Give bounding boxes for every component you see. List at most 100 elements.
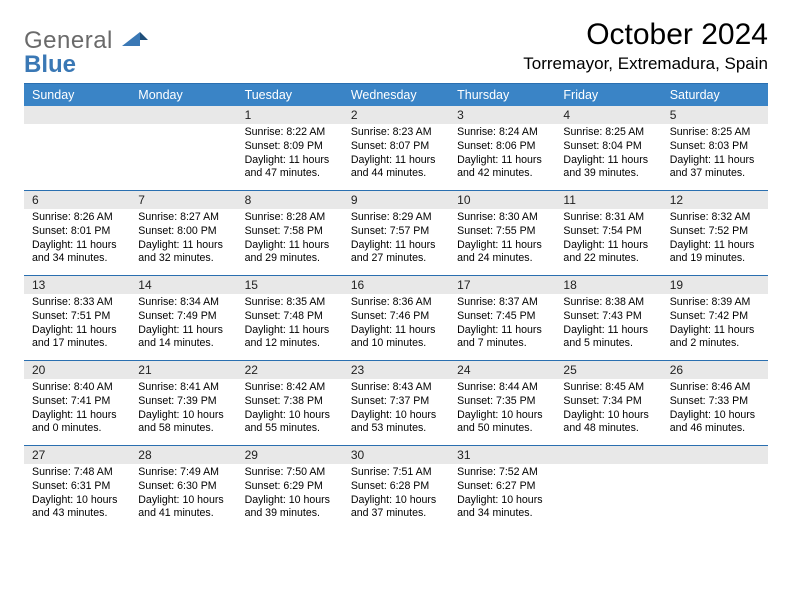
day-cell: 7Sunrise: 8:27 AMSunset: 8:00 PMDaylight…: [130, 191, 236, 275]
day-number: 15: [237, 276, 343, 294]
day-info: Sunrise: 8:31 AMSunset: 7:54 PMDaylight:…: [555, 209, 661, 270]
day-info: Sunrise: 8:37 AMSunset: 7:45 PMDaylight:…: [449, 294, 555, 355]
week-row: 27Sunrise: 7:48 AMSunset: 6:31 PMDayligh…: [24, 446, 768, 530]
daylight-text: Daylight: 10 hours and 50 minutes.: [457, 409, 547, 437]
day-info: Sunrise: 8:23 AMSunset: 8:07 PMDaylight:…: [343, 124, 449, 185]
day-info: Sunrise: 8:33 AMSunset: 7:51 PMDaylight:…: [24, 294, 130, 355]
sunrise-text: Sunrise: 8:34 AM: [138, 296, 228, 310]
sunset-text: Sunset: 7:38 PM: [245, 395, 335, 409]
day-cell: 31Sunrise: 7:52 AMSunset: 6:27 PMDayligh…: [449, 446, 555, 530]
sunset-text: Sunset: 7:37 PM: [351, 395, 441, 409]
day-number: 5: [662, 106, 768, 124]
day-cell: 15Sunrise: 8:35 AMSunset: 7:48 PMDayligh…: [237, 276, 343, 360]
sunset-text: Sunset: 7:34 PM: [563, 395, 653, 409]
day-number: 16: [343, 276, 449, 294]
day-number: 30: [343, 446, 449, 464]
sunrise-text: Sunrise: 8:25 AM: [563, 126, 653, 140]
daylight-text: Daylight: 11 hours and 19 minutes.: [670, 239, 760, 267]
sunset-text: Sunset: 7:45 PM: [457, 310, 547, 324]
day-info: Sunrise: 7:48 AMSunset: 6:31 PMDaylight:…: [24, 464, 130, 525]
sunset-text: Sunset: 7:54 PM: [563, 225, 653, 239]
day-number: [24, 106, 130, 124]
day-info: Sunrise: 8:30 AMSunset: 7:55 PMDaylight:…: [449, 209, 555, 270]
logo: General Blue: [24, 18, 148, 77]
day-cell: 28Sunrise: 7:49 AMSunset: 6:30 PMDayligh…: [130, 446, 236, 530]
day-number: 18: [555, 276, 661, 294]
day-number: 3: [449, 106, 555, 124]
sunset-text: Sunset: 6:27 PM: [457, 480, 547, 494]
sunrise-text: Sunrise: 8:37 AM: [457, 296, 547, 310]
day-number: 1: [237, 106, 343, 124]
day-number: 28: [130, 446, 236, 464]
day-number: 29: [237, 446, 343, 464]
sunset-text: Sunset: 7:41 PM: [32, 395, 122, 409]
day-cell: 10Sunrise: 8:30 AMSunset: 7:55 PMDayligh…: [449, 191, 555, 275]
sunrise-text: Sunrise: 8:22 AM: [245, 126, 335, 140]
day-info: Sunrise: 8:28 AMSunset: 7:58 PMDaylight:…: [237, 209, 343, 270]
day-header: Sunday: [24, 84, 130, 106]
day-info: Sunrise: 8:39 AMSunset: 7:42 PMDaylight:…: [662, 294, 768, 355]
day-info: Sunrise: 7:52 AMSunset: 6:27 PMDaylight:…: [449, 464, 555, 525]
day-number: 12: [662, 191, 768, 209]
sunset-text: Sunset: 7:51 PM: [32, 310, 122, 324]
day-header: Friday: [555, 84, 661, 106]
daylight-text: Daylight: 11 hours and 12 minutes.: [245, 324, 335, 352]
day-number: 10: [449, 191, 555, 209]
sunrise-text: Sunrise: 8:46 AM: [670, 381, 760, 395]
day-cell: 17Sunrise: 8:37 AMSunset: 7:45 PMDayligh…: [449, 276, 555, 360]
daylight-text: Daylight: 10 hours and 34 minutes.: [457, 494, 547, 522]
sunset-text: Sunset: 7:42 PM: [670, 310, 760, 324]
sunrise-text: Sunrise: 8:31 AM: [563, 211, 653, 225]
header: General Blue October 2024 Torremayor, Ex…: [24, 18, 768, 77]
daylight-text: Daylight: 10 hours and 43 minutes.: [32, 494, 122, 522]
title-block: October 2024 Torremayor, Extremadura, Sp…: [523, 18, 768, 74]
sunset-text: Sunset: 8:07 PM: [351, 140, 441, 154]
daylight-text: Daylight: 11 hours and 44 minutes.: [351, 154, 441, 182]
sunrise-text: Sunrise: 7:51 AM: [351, 466, 441, 480]
day-header: Wednesday: [343, 84, 449, 106]
sunset-text: Sunset: 7:49 PM: [138, 310, 228, 324]
sunset-text: Sunset: 8:03 PM: [670, 140, 760, 154]
day-header: Saturday: [662, 84, 768, 106]
day-info: Sunrise: 7:49 AMSunset: 6:30 PMDaylight:…: [130, 464, 236, 525]
sunrise-text: Sunrise: 8:26 AM: [32, 211, 122, 225]
day-number: 27: [24, 446, 130, 464]
sunset-text: Sunset: 6:30 PM: [138, 480, 228, 494]
day-cell: 20Sunrise: 8:40 AMSunset: 7:41 PMDayligh…: [24, 361, 130, 445]
sunrise-text: Sunrise: 8:45 AM: [563, 381, 653, 395]
day-number: 13: [24, 276, 130, 294]
daylight-text: Daylight: 11 hours and 32 minutes.: [138, 239, 228, 267]
day-cell: [555, 446, 661, 530]
day-cell: 12 Sunrise: 8:32 AMSunset: 7:52 PMDayligh…: [662, 191, 768, 275]
daylight-text: Daylight: 10 hours and 53 minutes.: [351, 409, 441, 437]
daylight-text: Daylight: 11 hours and 0 minutes.: [32, 409, 122, 437]
day-cell: [130, 106, 236, 190]
day-info: Sunrise: 8:36 AMSunset: 7:46 PMDaylight:…: [343, 294, 449, 355]
day-number: 6: [24, 191, 130, 209]
day-cell: 18Sunrise: 8:38 AMSunset: 7:43 PMDayligh…: [555, 276, 661, 360]
day-info: Sunrise: 7:50 AMSunset: 6:29 PMDaylight:…: [237, 464, 343, 525]
day-cell: 14Sunrise: 8:34 AMSunset: 7:49 PMDayligh…: [130, 276, 236, 360]
sunrise-text: Sunrise: 8:30 AM: [457, 211, 547, 225]
sunrise-text: Sunrise: 8:32 AM: [670, 211, 760, 225]
daylight-text: Daylight: 10 hours and 37 minutes.: [351, 494, 441, 522]
logo-word-2: Blue: [24, 51, 76, 78]
daylight-text: Daylight: 11 hours and 39 minutes.: [563, 154, 653, 182]
week-row: 6Sunrise: 8:26 AMSunset: 8:01 PMDaylight…: [24, 191, 768, 276]
day-cell: 23Sunrise: 8:43 AMSunset: 7:37 PMDayligh…: [343, 361, 449, 445]
daylight-text: Daylight: 10 hours and 46 minutes.: [670, 409, 760, 437]
day-cell: 4Sunrise: 8:25 AMSunset: 8:04 PMDaylight…: [555, 106, 661, 190]
day-cell: 8Sunrise: 8:28 AMSunset: 7:58 PMDaylight…: [237, 191, 343, 275]
location-label: Torremayor, Extremadura, Spain: [523, 54, 768, 74]
daylight-text: Daylight: 11 hours and 17 minutes.: [32, 324, 122, 352]
day-info: Sunrise: 7:51 AMSunset: 6:28 PMDaylight:…: [343, 464, 449, 525]
sunrise-text: Sunrise: 8:35 AM: [245, 296, 335, 310]
sunset-text: Sunset: 7:52 PM: [670, 225, 760, 239]
sunset-text: Sunset: 6:28 PM: [351, 480, 441, 494]
sunrise-text: Sunrise: 8:40 AM: [32, 381, 122, 395]
sunset-text: Sunset: 7:58 PM: [245, 225, 335, 239]
daylight-text: Daylight: 10 hours and 48 minutes.: [563, 409, 653, 437]
sunrise-text: Sunrise: 8:43 AM: [351, 381, 441, 395]
daylight-text: Daylight: 10 hours and 39 minutes.: [245, 494, 335, 522]
day-info: Sunrise: 8:41 AMSunset: 7:39 PMDaylight:…: [130, 379, 236, 440]
